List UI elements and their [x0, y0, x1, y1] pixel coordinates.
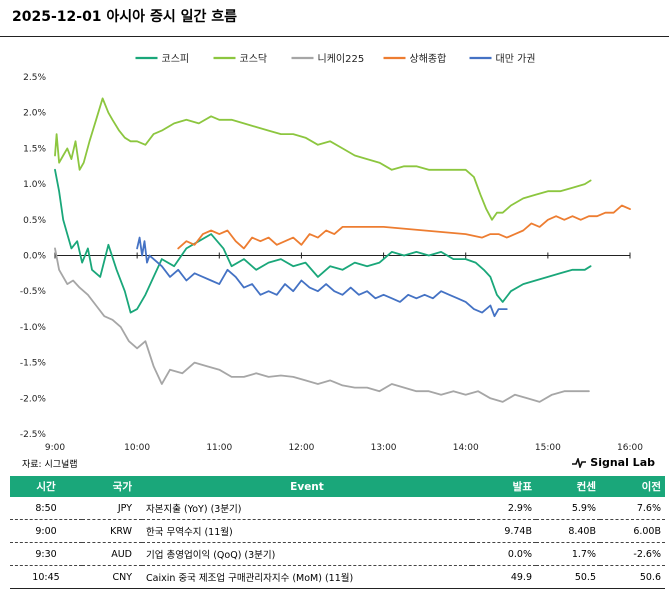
series-line-4: [177, 204, 631, 250]
x-tick-label: 16:00: [617, 443, 643, 453]
header-time: 시간: [36, 481, 56, 493]
cell-time: 9:00: [10, 519, 82, 543]
cell-previous: 6.00B: [600, 519, 665, 543]
cell-event: Caixin 중국 제조업 구매관리자지수 (MoM) (11월): [142, 565, 472, 589]
header-previous: 이전: [641, 481, 661, 493]
legend-label: 코스피: [162, 53, 190, 65]
legend-label: 상해종합: [410, 52, 447, 65]
x-tick-label: 11:00: [206, 443, 232, 453]
series-line-1: [54, 168, 592, 314]
y-tick-label: -1.5%: [20, 359, 47, 369]
y-tick-label: 1.0%: [23, 180, 46, 190]
x-tick-label: 15:00: [535, 443, 561, 453]
cell-consensus: 5.9%: [536, 497, 600, 520]
cell-time: 8:50: [10, 497, 82, 520]
x-tick-label: 14:00: [453, 443, 479, 453]
cell-actual: 2.9%: [472, 497, 536, 520]
cell-actual: 49.9: [472, 565, 536, 589]
header-consensus: 컨센: [576, 481, 596, 493]
y-tick-label: 0.5%: [23, 216, 46, 226]
source-note: 자료: 시그널랩: [22, 460, 78, 470]
y-tick-label: 2.5%: [23, 73, 46, 83]
signal-icon: [572, 457, 587, 468]
table-row: 8:50 JPY 자본지출 (YoY) (3분기) 2.9% 5.9% 7.6%: [10, 497, 665, 520]
cell-consensus: 8.40B: [536, 519, 600, 543]
economic-events-table: 시간 국가 Event 발표 컨센 이전 8:50 JPY 자본지출 (YoY)…: [10, 476, 665, 589]
x-tick-label: 12:00: [288, 443, 314, 453]
cell-previous: -2.6%: [600, 542, 665, 566]
y-tick-label: 0.0%: [23, 252, 46, 262]
series-line-2: [54, 97, 592, 221]
series-line-3: [54, 247, 590, 403]
cell-previous: 50.6: [600, 565, 665, 589]
title-divider: [0, 36, 669, 37]
table-header-row: 시간 국가 Event 발표 컨센 이전: [10, 476, 665, 497]
chart-axes: 2.5% 2.0% 1.5% 1.0% 0.5% 0.0% -0.5% -1.0% -1.5% -…: [20, 73, 643, 453]
legend-label: 대만 가권: [496, 53, 536, 65]
legend-label: 니케이225: [318, 53, 365, 65]
y-tick-label: -0.5%: [20, 287, 47, 297]
legend-label: 코스닥: [240, 53, 268, 65]
cell-event: 한국 무역수지 (11월): [142, 519, 472, 543]
table-row: 9:30 AUD 기업 총영업이익 (QoQ) (3분기) 0.0% 1.7% …: [10, 542, 665, 566]
cell-consensus: 1.7%: [536, 542, 600, 566]
cell-actual: 9.74B: [472, 519, 536, 543]
cell-event: 자본지출 (YoY) (3분기): [142, 497, 472, 520]
x-tick-label: 13:00: [371, 443, 397, 453]
header-actual: 발표: [512, 481, 532, 493]
y-tick-label: 2.0%: [23, 109, 46, 119]
table-row: 9:00 KRW 한국 무역수지 (11월) 9.74B 8.40B 6.00B: [10, 519, 665, 543]
chart-legend: 코스피 코스닥 니케이225 상해종합 대만 가권: [135, 52, 536, 65]
x-tick-label: 10:00: [124, 443, 150, 453]
cell-actual: 0.0%: [472, 542, 536, 566]
cell-country: JPY: [82, 497, 142, 520]
brand-name: Signal Lab: [590, 456, 655, 469]
cell-time: 9:30: [10, 542, 82, 566]
cell-country: AUD: [82, 542, 142, 566]
brand-logo: Signal Lab: [572, 456, 655, 469]
header-country: 국가: [112, 481, 132, 493]
chart-series: [54, 97, 631, 403]
line-chart: 코스피 코스닥 니케이225 상해종합 대만 가권 2.5% 2.0% 1.5% 1.0% 0.…: [20, 52, 643, 453]
cell-event: 기업 총영업이익 (QoQ) (3분기): [142, 542, 472, 566]
page-title: 2025-12-01 아시아 증시 일간 흐름: [12, 9, 237, 25]
cell-previous: 7.6%: [600, 497, 665, 520]
cell-country: CNY: [82, 565, 142, 589]
header-event: Event: [290, 480, 324, 493]
series-line-5: [136, 236, 508, 318]
cell-country: KRW: [82, 519, 142, 543]
cell-time: 10:45: [10, 565, 82, 589]
table-row: 10:45 CNY Caixin 중국 제조업 구매관리자지수 (MoM) (1…: [10, 565, 665, 589]
x-tick-label: 9:00: [45, 443, 65, 453]
y-tick-label: -2.5%: [20, 430, 47, 440]
y-tick-label: -1.0%: [20, 323, 47, 333]
y-tick-label: 1.5%: [23, 144, 46, 154]
y-tick-label: -2.0%: [20, 394, 47, 404]
cell-consensus: 50.5: [536, 565, 600, 589]
